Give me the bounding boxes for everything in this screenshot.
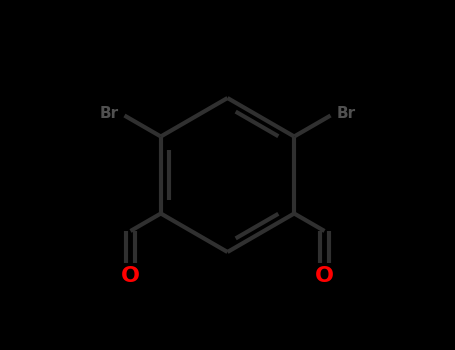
Text: O: O xyxy=(121,266,140,286)
Text: O: O xyxy=(315,266,334,286)
Text: Br: Br xyxy=(99,106,118,121)
Text: Br: Br xyxy=(337,106,356,121)
